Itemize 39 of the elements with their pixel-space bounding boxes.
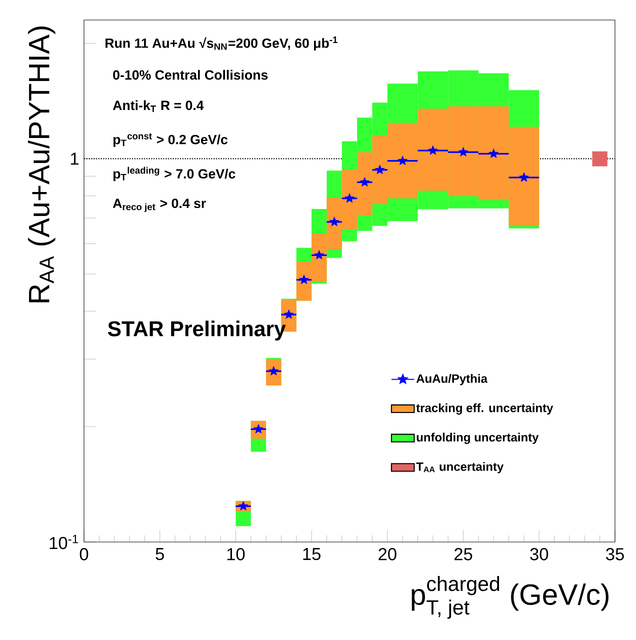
point (375, 164, 385, 174)
annotation: 0-10% Central Collisions (113, 70, 268, 80)
annotation: STAR Preliminary (108, 320, 286, 341)
point (488, 148, 498, 158)
x-tick-label: 5 (156, 548, 164, 560)
point (428, 146, 438, 155)
x-tick-label: 10 (227, 548, 245, 560)
point (458, 147, 468, 156)
point (254, 424, 264, 434)
point (284, 310, 294, 319)
legend-label: tracking eff. uncertainty (416, 403, 554, 415)
point (360, 177, 370, 186)
x-tick-label: 15 (303, 548, 320, 560)
x-tick-label: 25 (454, 548, 472, 560)
annotation: Run 11 Au+Au √s$_{NN}$=200 GeV, 60 μb$^{-1}$ (106, 36, 338, 50)
point (519, 172, 529, 182)
point (398, 156, 408, 165)
y-tick-label: 10$^{-1}$ (50, 534, 78, 550)
x-tick-label: 20 (378, 548, 396, 560)
point (314, 250, 324, 260)
point (344, 193, 354, 202)
annotation: p$_{T}$$^{const}$ > 0.2 GeV/c (113, 133, 228, 147)
x-tick-label: 30 (530, 548, 548, 560)
x-axis-title: $\text{p}_{\text{T, jet}}^{\text{charged}}\text{ (GeV/c)}$ (412, 576, 608, 619)
x-tick-label: 35 (606, 548, 624, 560)
legend-label: T$_{AA}$ uncertainty (416, 462, 504, 474)
legend-label: AuAu/Pythia (416, 374, 488, 386)
point (330, 216, 340, 226)
point (299, 274, 309, 284)
point (268, 366, 278, 376)
annotation: Anti-k$_{T}$ R = 0.4 (112, 100, 204, 112)
point (238, 501, 248, 510)
annotation: $\textbf{A}_{\textbf{reco jet}}\textbf{ > 0.4 sr}$ (112, 198, 206, 212)
annotation: p$_{T}$$^{leading}$ > 7.0 GeV/c (113, 166, 236, 182)
bar (592, 151, 608, 166)
x-tick-label: 0 (80, 548, 88, 560)
y-axis-title: R$_{AA}$ (Au+Au/PYTHIA) (28, 26, 56, 302)
y-tick-label: 1 (70, 152, 78, 165)
legend-label: unfolding uncertainty (416, 432, 539, 444)
